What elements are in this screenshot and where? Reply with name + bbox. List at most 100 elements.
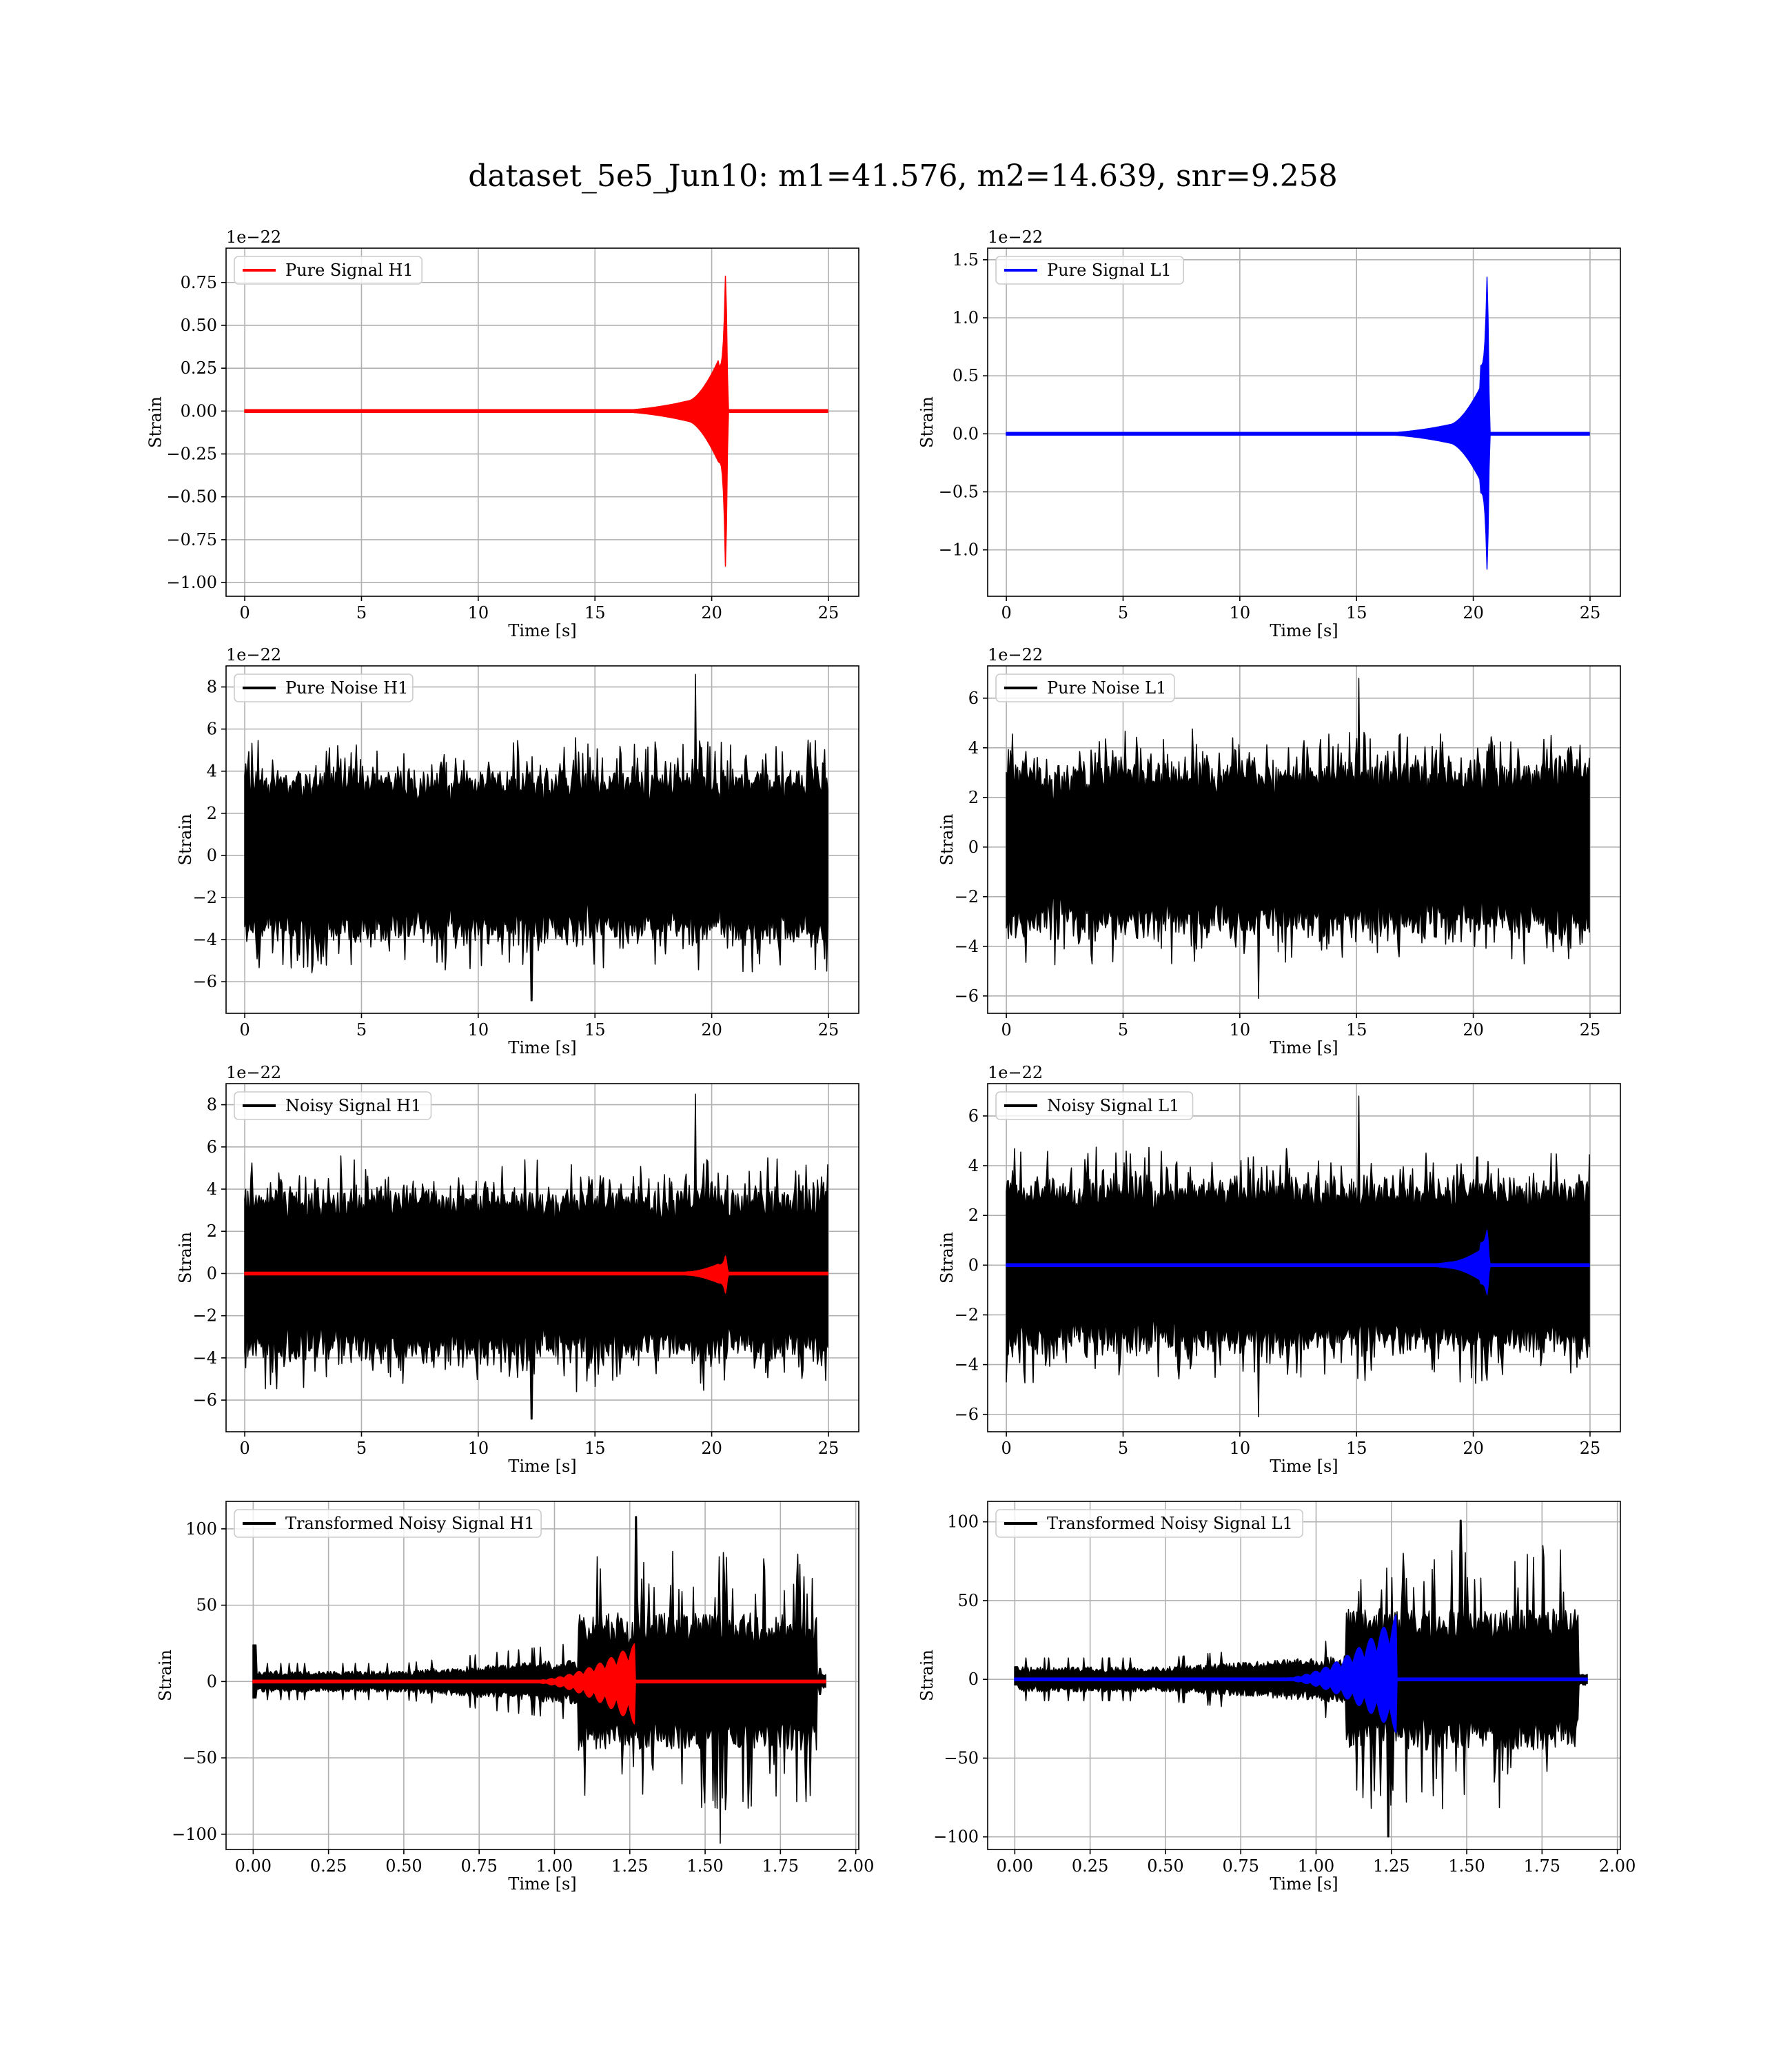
- y-offset-label: 1e−22: [988, 1063, 1043, 1082]
- y-tick-label: 50: [957, 1591, 979, 1610]
- x-tick-label: 10: [1230, 1020, 1251, 1040]
- x-tick-label: 25: [818, 603, 839, 622]
- x-tick-label: 5: [1118, 1439, 1128, 1458]
- y-tick-label: −4: [193, 1348, 217, 1368]
- y-tick-label: −2: [193, 888, 217, 907]
- y-tick-label: 6: [968, 689, 979, 708]
- series-pure-noise-l1: [1006, 678, 1590, 1000]
- x-tick-label: 0: [1001, 1439, 1011, 1458]
- legend-frame: [234, 1091, 432, 1120]
- plot-frame: [225, 1501, 859, 1850]
- series-group: [1006, 1095, 1590, 1418]
- y-axis-label: Strain: [937, 1232, 957, 1284]
- x-tick-label: 15: [1346, 1439, 1367, 1458]
- y-tick-label: −2: [955, 1305, 979, 1324]
- x-tick-label: 25: [1580, 603, 1601, 622]
- x-tick-label: 1.25: [1373, 1856, 1409, 1876]
- x-tick-label: 0: [239, 603, 250, 622]
- legend-label: Noisy Signal L1: [1047, 1096, 1179, 1115]
- legend-frame: [234, 673, 414, 702]
- x-tick-label: 2.00: [837, 1856, 874, 1876]
- x-tick-label: 15: [1346, 603, 1367, 622]
- y-axis-label: Strain: [917, 1650, 937, 1701]
- x-tick-label: 10: [468, 603, 489, 622]
- y-tick-label: −50: [182, 1748, 217, 1767]
- plot-frame: [987, 247, 1621, 597]
- series-transformed-noisy-signal-h1-overlay: [252, 1643, 826, 1725]
- panel-pure-noise-l1: 0 5 10 15 20 25 −6 −4 −2 0 2 4 6 Time [s] Strain 1e−22P…: [937, 645, 1621, 1057]
- x-tick-label: 0: [239, 1439, 250, 1458]
- x-axis-label: Time [s]: [508, 1038, 576, 1057]
- x-tick-label: 25: [818, 1439, 839, 1458]
- series-noisy-signal-l1: [1006, 1095, 1590, 1418]
- series-noisy-signal-h1: [244, 1093, 828, 1420]
- y-axis-label: Strain: [176, 1232, 195, 1284]
- legend-label: Pure Noise H1: [285, 678, 408, 698]
- legend: Transformed Noisy Signal L1: [995, 1509, 1303, 1538]
- y-tick-label: 4: [968, 1156, 979, 1175]
- x-tick-label: 1.50: [686, 1856, 723, 1876]
- x-tick-label: 0.50: [385, 1856, 422, 1876]
- panel-noisy-signal-l1: 0 5 10 15 20 25 −6 −4 −2 0 2 4 6 Time [s] Strain 1e−22N…: [937, 1063, 1621, 1476]
- x-tick-label: 0.00: [997, 1856, 1033, 1876]
- x-tick-label: 20: [1463, 1020, 1484, 1040]
- y-axis-label: Strain: [917, 396, 937, 448]
- x-tick-label: 0: [239, 1020, 250, 1040]
- panels: 0 5 10 15 20 25−1.00−0.75−0.50−0.250.000.250.…: [146, 227, 1636, 1894]
- legend-label: Pure Signal L1: [1047, 261, 1172, 280]
- y-offset-label: 1e−22: [988, 227, 1043, 247]
- y-tick-label: −100: [933, 1827, 979, 1847]
- y-tick-label: −6: [955, 1405, 979, 1424]
- x-tick-label: 1.25: [611, 1856, 648, 1876]
- series-group: [1006, 678, 1590, 1000]
- legend-frame: [995, 673, 1175, 702]
- x-tick-label: 10: [468, 1020, 489, 1040]
- y-tick-label: 0: [207, 1264, 217, 1283]
- x-tick-label: 20: [701, 1439, 722, 1458]
- y-tick-label: −4: [955, 1355, 979, 1375]
- x-tick-label: 5: [1118, 603, 1128, 622]
- y-tick-label: 2: [207, 1221, 217, 1241]
- y-tick-label: 6: [207, 1137, 217, 1157]
- y-offset-label: 1e−22: [988, 645, 1043, 665]
- y-tick-label: 0: [968, 838, 979, 857]
- legend-frame: [234, 1509, 542, 1538]
- x-tick-label: 1.00: [536, 1856, 573, 1876]
- y-tick-label: 0.00: [181, 401, 217, 420]
- x-tick-label: 25: [1580, 1020, 1601, 1040]
- figure-title: dataset_5e5_Jun10: m1=41.576, m2=14.639,…: [468, 159, 1338, 194]
- y-tick-label: 2: [968, 1206, 979, 1225]
- x-tick-label: 1.00: [1298, 1856, 1334, 1876]
- x-tick-label: 1.50: [1448, 1856, 1485, 1876]
- x-axis-label: Time [s]: [508, 621, 576, 640]
- y-offset-label: 1e−22: [226, 227, 281, 247]
- x-tick-label: 5: [356, 1020, 367, 1040]
- series-transformed-noisy-signal-l1-overlay: [1014, 1614, 1588, 1734]
- x-tick-label: 15: [1346, 1020, 1367, 1040]
- y-axis-label: Strain: [937, 814, 957, 866]
- y-tick-label: 0.5: [953, 366, 979, 385]
- y-tick-label: 0: [968, 1670, 979, 1689]
- y-tick-label: 0.25: [181, 358, 217, 378]
- y-tick-label: −0.5: [939, 483, 979, 502]
- y-tick-label: −2: [955, 887, 979, 906]
- legend: Pure Noise H1: [234, 673, 414, 702]
- y-tick-label: 2: [207, 804, 217, 823]
- x-tick-label: 0.50: [1147, 1856, 1183, 1876]
- series-pure-signal-h1: [244, 275, 828, 567]
- x-tick-label: 5: [356, 1439, 367, 1458]
- y-tick-label: 2: [968, 788, 979, 807]
- legend-label: Transformed Noisy Signal H1: [285, 1514, 535, 1533]
- y-tick-label: 4: [207, 762, 217, 781]
- x-tick-label: 5: [1118, 1020, 1128, 1040]
- series-pure-signal-l1: [1006, 276, 1590, 570]
- legend: Pure Signal L1: [995, 256, 1185, 285]
- y-tick-label: 8: [207, 678, 217, 697]
- y-axis-label: Strain: [176, 814, 195, 866]
- y-axis-label: Strain: [156, 1650, 175, 1701]
- legend-label: Pure Signal H1: [285, 261, 414, 280]
- y-tick-label: 0: [968, 1255, 979, 1275]
- legend: Transformed Noisy Signal H1: [234, 1509, 542, 1538]
- y-tick-label: 8: [207, 1095, 217, 1115]
- legend-frame: [995, 1509, 1303, 1538]
